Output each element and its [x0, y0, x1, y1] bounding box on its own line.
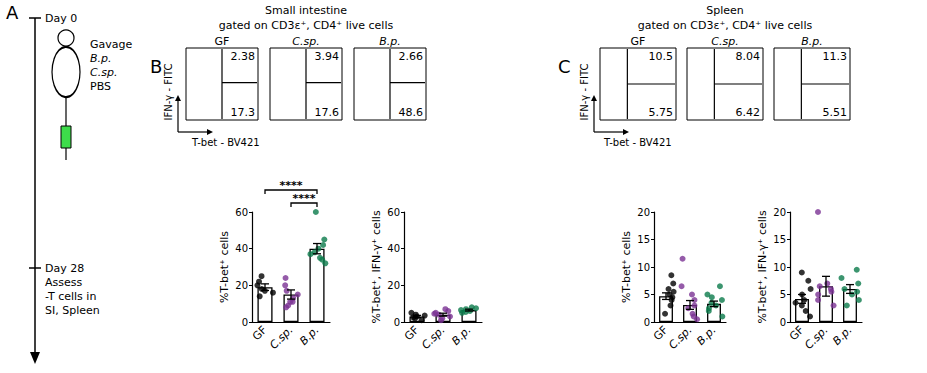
svg-text:Day 28: Day 28	[45, 262, 84, 275]
svg-text:Gavage: Gavage	[90, 38, 132, 51]
svg-text:B.p.: B.p.	[694, 323, 718, 347]
svg-text:%T-bet⁺, IFN-γ⁺ cells: %T-bet⁺, IFN-γ⁺ cells	[756, 210, 769, 324]
svg-text:-T cells in: -T cells in	[45, 290, 96, 303]
svg-text:gated on CD3ε⁺, CD4⁺ live cell: gated on CD3ε⁺, CD4⁺ live cells	[219, 19, 394, 32]
svg-text:11.3: 11.3	[823, 50, 848, 63]
svg-text:17.3: 17.3	[231, 106, 256, 119]
svg-text:B.p.: B.p.	[801, 35, 823, 48]
svg-text:%T-bet⁺, IFN-γ⁺ cells: %T-bet⁺, IFN-γ⁺ cells	[370, 210, 383, 324]
svg-text:8.04: 8.04	[736, 50, 761, 63]
svg-text:2.66: 2.66	[399, 50, 424, 63]
svg-text:C.sp.: C.sp.	[666, 323, 695, 352]
svg-text:0: 0	[644, 317, 650, 328]
svg-text:GF: GF	[402, 323, 422, 343]
svg-text:Spleen: Spleen	[706, 4, 744, 17]
svg-text:GF: GF	[650, 323, 671, 344]
svg-text:B: B	[150, 56, 162, 77]
svg-text:****: ****	[292, 192, 315, 205]
svg-text:IFN-γ - FITC: IFN-γ - FITC	[579, 64, 590, 121]
svg-text:10: 10	[637, 262, 650, 273]
svg-text:15: 15	[773, 234, 786, 245]
svg-text:%T-bet⁺ cells: %T-bet⁺ cells	[620, 231, 633, 303]
svg-text:40: 40	[235, 243, 248, 254]
svg-text:A: A	[6, 2, 19, 23]
svg-text:GF: GF	[631, 35, 646, 48]
svg-text:%T-bet⁺ cells: %T-bet⁺ cells	[218, 231, 231, 303]
svg-text:C: C	[558, 56, 571, 77]
svg-text:10: 10	[773, 262, 786, 273]
svg-text:10.5: 10.5	[649, 50, 674, 63]
svg-text:C.sp.: C.sp.	[90, 66, 117, 79]
svg-text:15: 15	[637, 234, 650, 245]
svg-text:C.sp.: C.sp.	[802, 323, 831, 352]
svg-text:B.p.: B.p.	[449, 323, 473, 347]
svg-text:GF: GF	[215, 35, 230, 48]
svg-text:gated on CD3ε⁺, CD4⁺ live cell: gated on CD3ε⁺, CD4⁺ live cells	[638, 19, 813, 32]
svg-text:Assess: Assess	[45, 276, 82, 289]
svg-text:GF: GF	[786, 323, 807, 344]
svg-text:GF: GF	[250, 323, 270, 343]
svg-text:C.sp.: C.sp.	[267, 323, 296, 352]
svg-text:****: ****	[279, 179, 302, 192]
svg-text:20: 20	[637, 207, 650, 218]
svg-text:6.42: 6.42	[736, 106, 761, 119]
svg-text:Day 0: Day 0	[45, 12, 77, 25]
svg-text:20: 20	[235, 280, 248, 291]
svg-text:T-bet - BV421: T-bet - BV421	[603, 137, 672, 148]
svg-text:IFN-γ - FITC: IFN-γ - FITC	[163, 64, 174, 121]
svg-text:PBS: PBS	[90, 80, 111, 93]
svg-text:17.6: 17.6	[315, 106, 340, 119]
svg-text:3.94: 3.94	[315, 50, 340, 63]
svg-text:48.6: 48.6	[399, 106, 424, 119]
svg-text:B.p.: B.p.	[90, 52, 112, 65]
svg-text:5: 5	[780, 289, 786, 300]
svg-text:60: 60	[387, 207, 400, 218]
svg-text:B.p.: B.p.	[379, 35, 401, 48]
svg-text:C.sp.: C.sp.	[292, 35, 319, 48]
svg-text:Small intestine: Small intestine	[265, 4, 347, 17]
svg-text:SI, Spleen: SI, Spleen	[45, 304, 100, 317]
svg-text:2.38: 2.38	[231, 50, 256, 63]
svg-text:T-bet - BV421: T-bet - BV421	[191, 137, 260, 148]
svg-text:C.sp.: C.sp.	[419, 323, 448, 352]
svg-text:C.sp.: C.sp.	[711, 35, 738, 48]
svg-text:40: 40	[387, 243, 400, 254]
svg-text:5.75: 5.75	[649, 106, 674, 119]
svg-text:0: 0	[394, 317, 400, 328]
svg-text:60: 60	[235, 207, 248, 218]
svg-text:5.51: 5.51	[823, 106, 848, 119]
svg-text:0: 0	[780, 317, 786, 328]
svg-text:B.p.: B.p.	[830, 323, 854, 347]
svg-text:0: 0	[242, 317, 248, 328]
svg-text:5: 5	[644, 289, 650, 300]
svg-text:20: 20	[387, 280, 400, 291]
svg-text:B.p.: B.p.	[297, 323, 321, 347]
svg-text:20: 20	[773, 207, 786, 218]
